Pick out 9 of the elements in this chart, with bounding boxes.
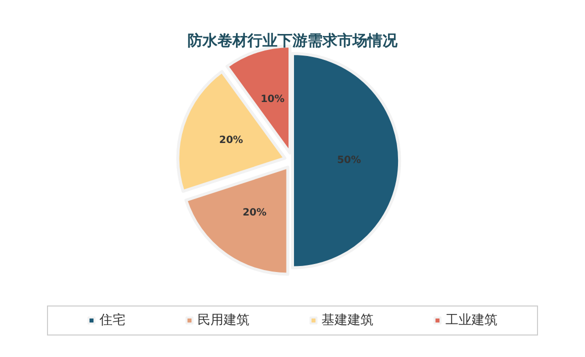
legend-label: 工业建筑: [446, 313, 498, 328]
data-label: 20%: [219, 135, 244, 146]
data-label: 20%: [242, 207, 267, 218]
chart-title: 防水卷材行业下游需求市场情况: [188, 32, 398, 50]
data-label: 50%: [337, 155, 362, 166]
legend-label: 住宅: [98, 312, 126, 328]
data-label: 10%: [260, 94, 285, 105]
legend-label: 民用建筑: [198, 313, 250, 328]
legend-label: 基建建筑: [322, 313, 374, 328]
